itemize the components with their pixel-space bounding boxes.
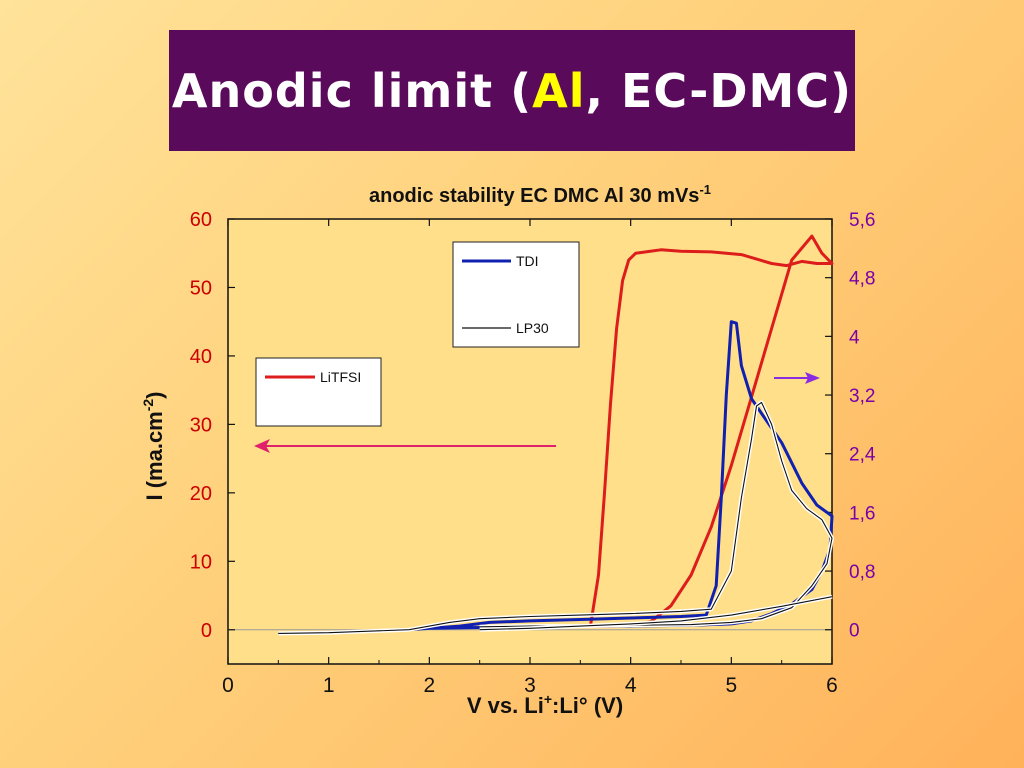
slide-title-box: Anodic limit (Al, EC-DMC): [169, 30, 855, 151]
y-right-tick-label: 4: [849, 327, 860, 348]
x-tick-label: 2: [423, 674, 435, 697]
legend-label-litfsi: LiTFSI: [320, 369, 361, 385]
y-left-tick-label: 30: [190, 414, 212, 436]
y-left-tick-label: 60: [190, 209, 212, 231]
series-line-litfsi: [588, 234, 834, 628]
y-right-tick-label: 1,6: [849, 503, 875, 524]
y-left-tick-label: 20: [190, 483, 212, 505]
title-prefix: Anodic limit (: [171, 63, 533, 118]
x-axis-label: V vs. Li+:Li° (V): [467, 691, 623, 718]
series-layer: [278, 234, 834, 636]
y-left-tick-label: 0: [201, 620, 212, 642]
x-tick-label: 3: [524, 674, 536, 697]
title-highlight: Al: [532, 63, 586, 118]
left-axis-arrow: [254, 439, 556, 453]
chart-title: anodic stability EC DMC Al 30 mVs-1: [369, 182, 711, 207]
y-right-tick-label: 0: [849, 621, 860, 642]
x-tick-label: 1: [323, 674, 335, 697]
right-axis-arrow: [774, 372, 820, 384]
x-tick-label: 5: [725, 674, 737, 697]
x-tick-label: 6: [826, 674, 838, 697]
y-right-tick-label: 4,8: [849, 269, 875, 290]
y-left-tick-label: 50: [190, 277, 212, 299]
y-right-tick-label: 5,6: [849, 210, 875, 231]
y-right-tick-label: 3,2: [849, 386, 875, 407]
legend-label-tdi: TDI: [516, 253, 539, 269]
title-suffix: , EC-DMC): [585, 63, 853, 118]
y-axis-label: I (ma.cm-2): [140, 391, 167, 500]
series-line-lp30: [278, 401, 833, 634]
series-line-lp30: [479, 596, 833, 631]
y-right-tick-label: 2,4: [849, 445, 876, 466]
slide-title: Anodic limit (Al, EC-DMC): [172, 64, 852, 118]
x-tick-label: 0: [222, 674, 234, 697]
x-tick-label: 4: [625, 674, 637, 697]
legend-label-lp30: LP30: [516, 320, 549, 336]
y-right-tick-label: 0,8: [849, 562, 875, 583]
legend-box-litfsi: [255, 357, 382, 427]
y-left-tick-label: 10: [190, 551, 212, 573]
y-left-tick-label: 40: [190, 346, 212, 368]
